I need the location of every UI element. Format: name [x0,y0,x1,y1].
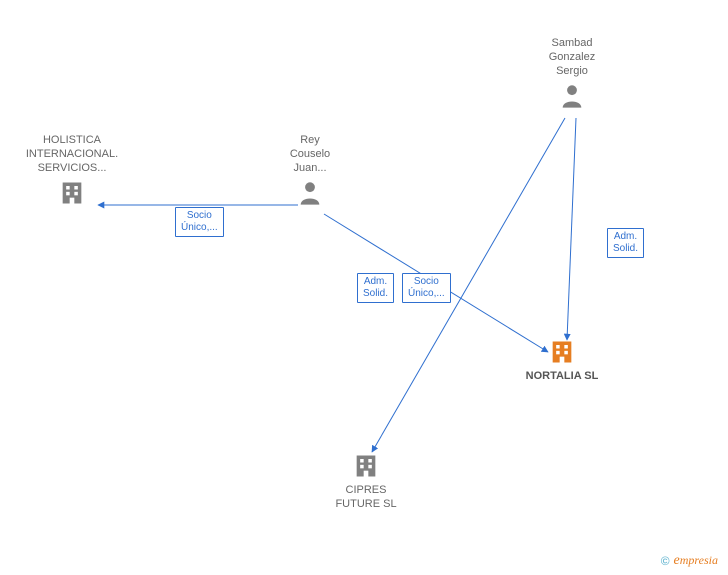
edge-label: Socio Único,... [175,207,224,237]
node-cipres[interactable]: CIPRES FUTURE SL [311,452,421,512]
diagram-canvas: Socio Único,... Socio Único,... Adm. Solid… [0,0,728,575]
node-nortalia[interactable]: NORTALIA SL [507,338,617,384]
person-icon [255,179,365,207]
node-sambad[interactable]: Sambad Gonzalez Sergio [517,37,627,110]
building-icon [17,179,127,207]
edge-label: Adm. Solid. [607,228,644,258]
edge-label: Socio Único,... [402,273,451,303]
building-icon [311,452,421,480]
node-label: Sambad Gonzalez Sergio [517,37,627,78]
brand-name: empresia [674,553,718,569]
edge-label: Adm. Solid. [357,273,394,303]
building-icon [507,338,617,366]
person-icon [517,82,627,110]
node-label: Rey Couselo Juan... [255,134,365,175]
copyright-symbol: © [661,554,670,568]
edge-line [372,118,565,452]
node-label: HOLISTICA INTERNACIONAL. SERVICIOS... [17,134,127,175]
watermark: © empresia [661,553,718,569]
node-label: NORTALIA SL [507,370,617,384]
node-label: CIPRES FUTURE SL [311,484,421,512]
node-rey[interactable]: Rey Couselo Juan... [255,134,365,207]
node-holistica[interactable]: HOLISTICA INTERNACIONAL. SERVICIOS... [17,134,127,207]
edge-line [567,118,576,340]
